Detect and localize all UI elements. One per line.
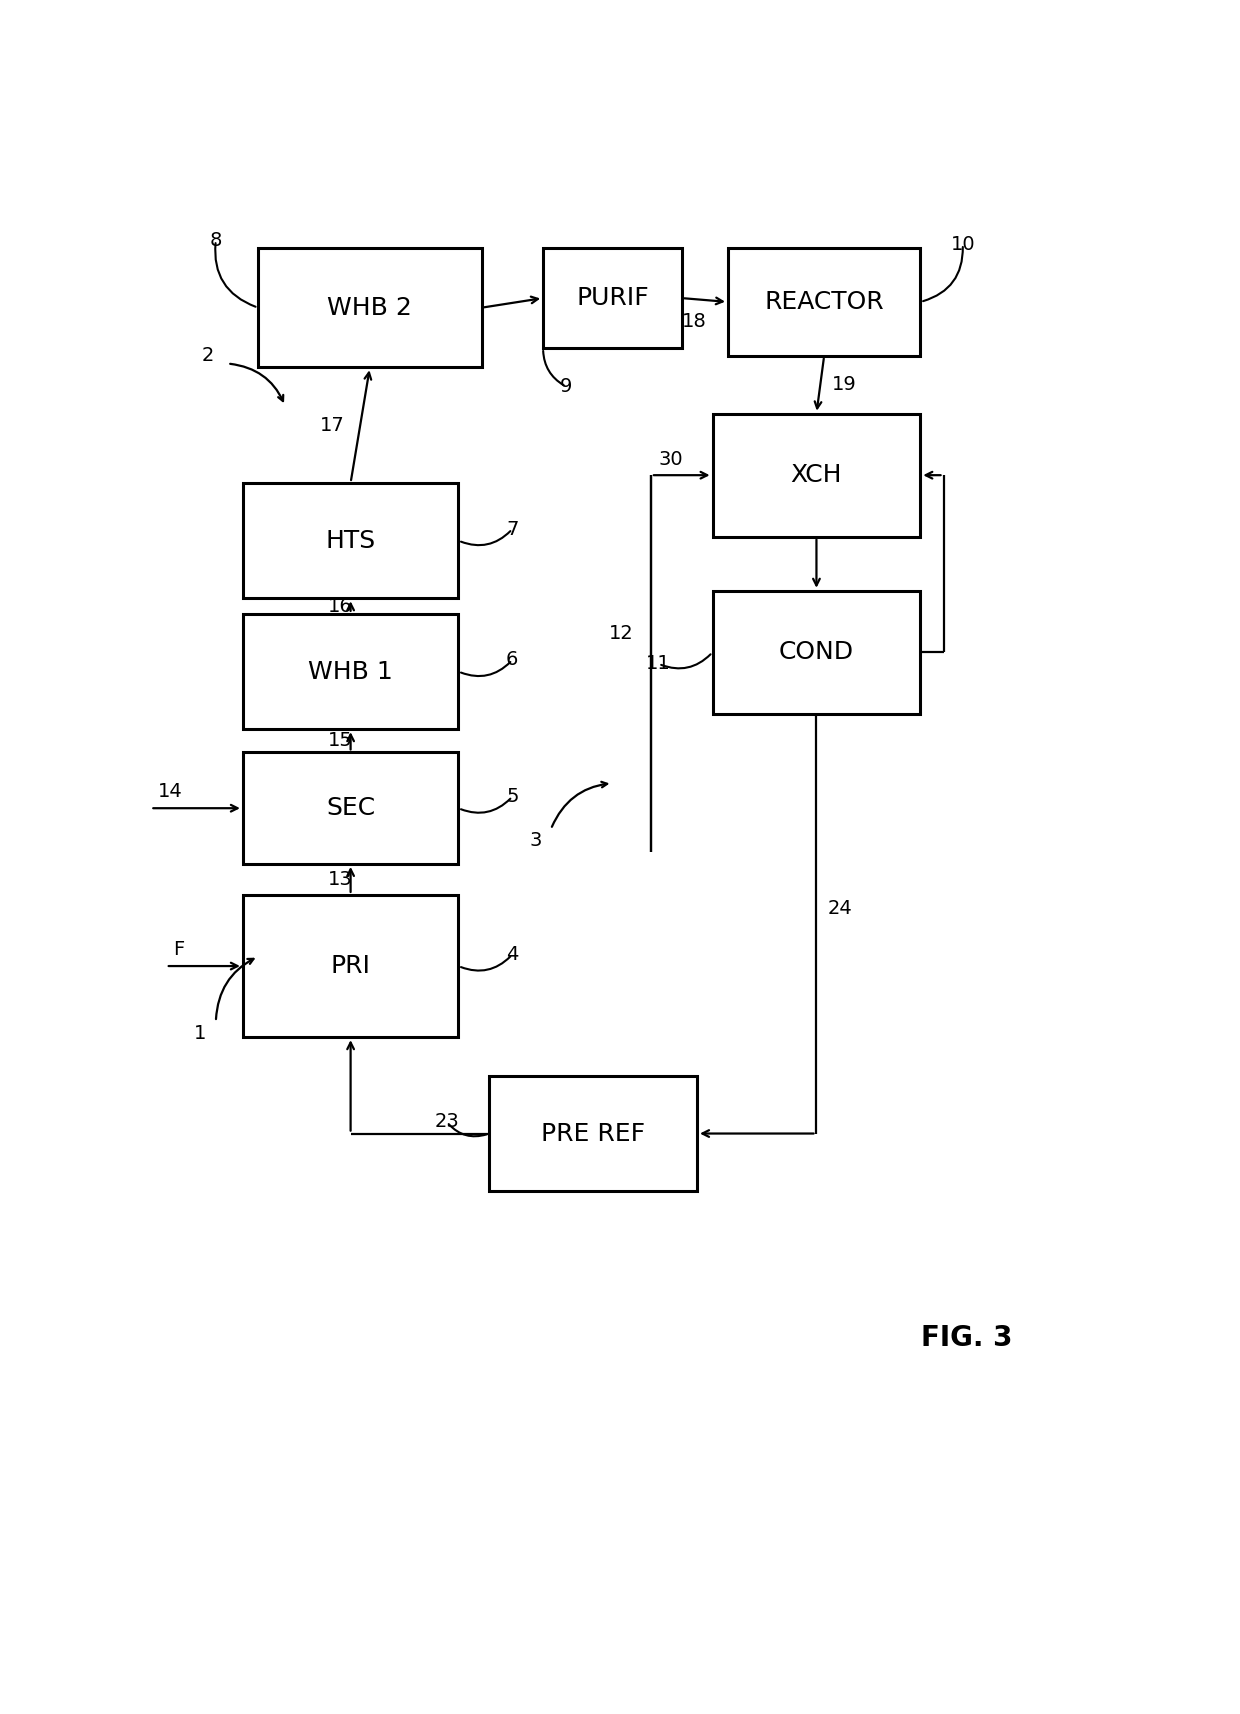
Text: 19: 19 xyxy=(832,375,857,394)
Text: WHB 1: WHB 1 xyxy=(309,660,393,684)
Bar xyxy=(543,249,682,348)
Bar xyxy=(258,249,481,367)
Text: 15: 15 xyxy=(327,732,352,751)
Text: PRE REF: PRE REF xyxy=(541,1121,645,1145)
Text: PURIF: PURIF xyxy=(577,286,649,310)
Text: WHB 2: WHB 2 xyxy=(327,297,412,321)
Bar xyxy=(713,413,920,536)
Text: 11: 11 xyxy=(646,655,671,674)
Text: FIG. 3: FIG. 3 xyxy=(921,1323,1012,1352)
Bar xyxy=(728,249,920,357)
Text: 12: 12 xyxy=(609,624,634,643)
Text: 9: 9 xyxy=(560,377,573,396)
Text: HTS: HTS xyxy=(326,528,376,552)
Text: 3: 3 xyxy=(529,831,542,850)
Text: 6: 6 xyxy=(506,651,518,670)
Text: 17: 17 xyxy=(320,415,345,435)
Bar xyxy=(243,752,459,864)
Text: 16: 16 xyxy=(327,596,352,615)
Text: 5: 5 xyxy=(506,787,518,806)
Text: COND: COND xyxy=(779,641,854,665)
Text: 7: 7 xyxy=(506,519,518,538)
Text: 2: 2 xyxy=(202,346,215,365)
Bar xyxy=(243,614,459,728)
Text: 14: 14 xyxy=(157,782,182,800)
Text: 18: 18 xyxy=(682,312,707,331)
Text: REACTOR: REACTOR xyxy=(764,290,884,314)
Bar xyxy=(243,895,459,1037)
Text: 23: 23 xyxy=(434,1112,459,1131)
Text: 24: 24 xyxy=(828,898,853,917)
Text: XCH: XCH xyxy=(791,463,842,487)
Text: 4: 4 xyxy=(506,944,518,963)
Bar xyxy=(243,483,459,598)
Text: 8: 8 xyxy=(210,231,222,250)
Bar xyxy=(490,1076,697,1191)
Bar xyxy=(713,591,920,713)
Text: 10: 10 xyxy=(950,235,975,254)
Text: 1: 1 xyxy=(195,1023,207,1042)
Text: 13: 13 xyxy=(327,871,352,890)
Text: 30: 30 xyxy=(658,451,683,470)
Text: PRI: PRI xyxy=(331,955,371,979)
Text: F: F xyxy=(174,939,185,958)
Text: SEC: SEC xyxy=(326,797,376,821)
